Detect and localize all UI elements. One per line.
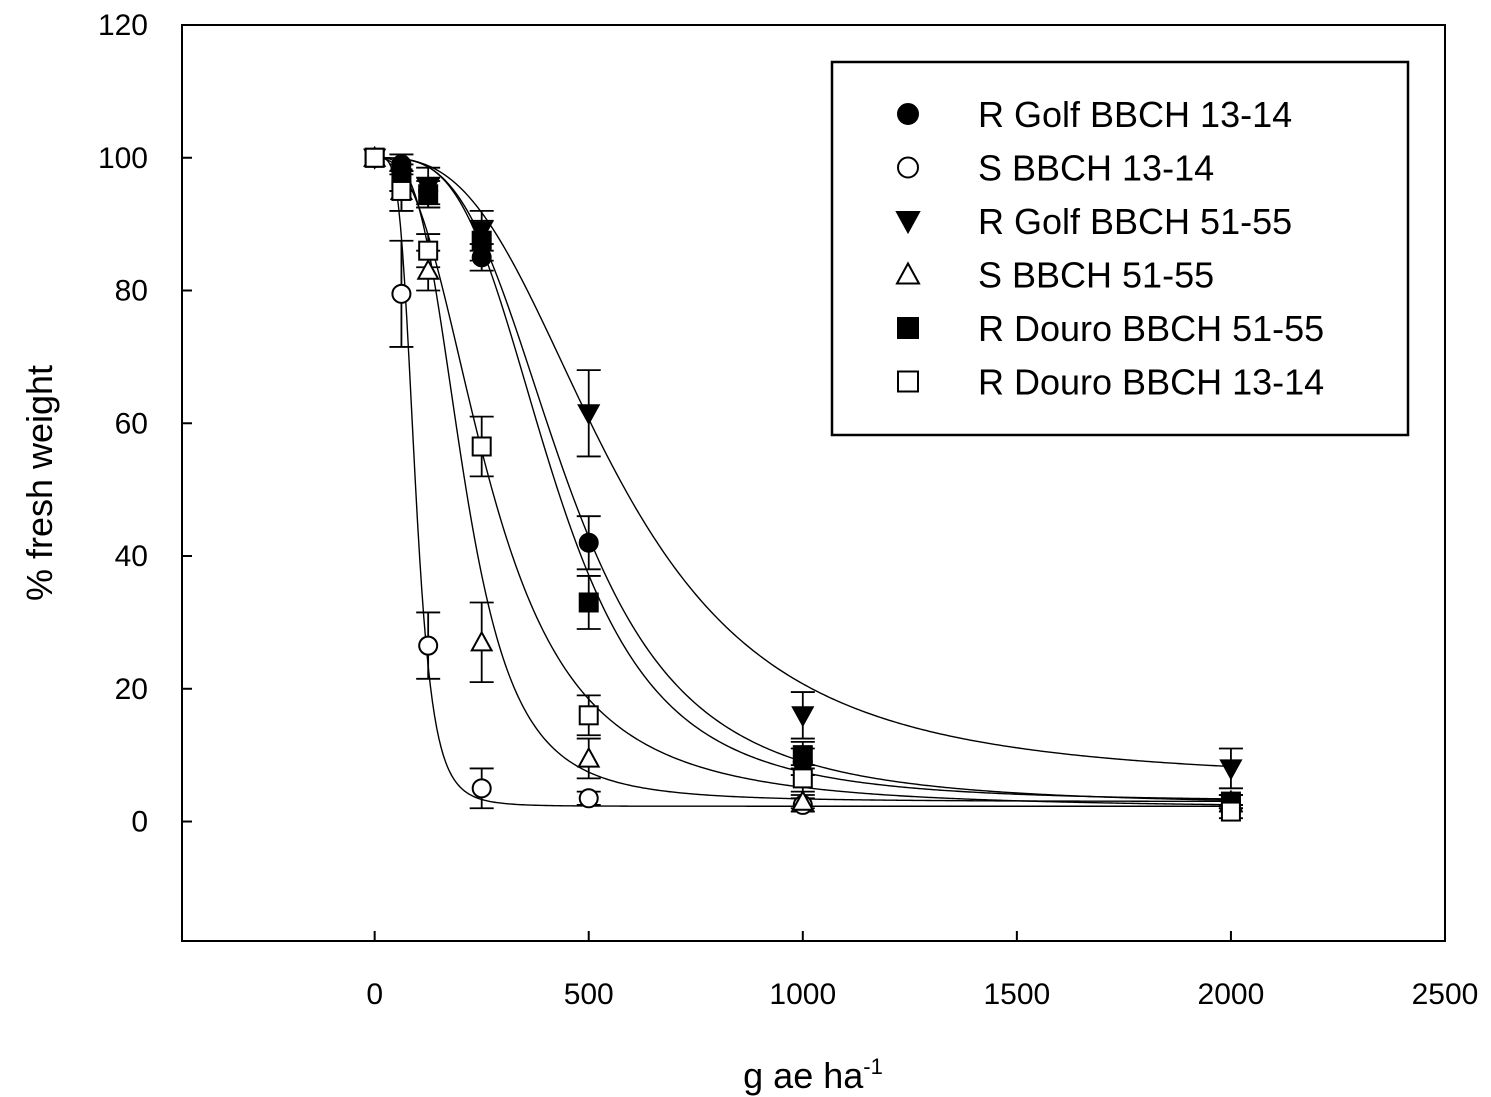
point-r-golf-bbch-51-55-500 [577, 404, 601, 426]
legend-marker-r-douro-bbch-51-55 [897, 317, 919, 339]
legend-label-r-golf-bbch-13-14: R Golf BBCH 13-14 [978, 94, 1292, 135]
x-tick-label-500: 500 [564, 978, 614, 1011]
x-axis-title-main: g ae ha [743, 1055, 864, 1096]
fit-curves [374, 157, 1231, 807]
point-r-golf-bbch-51-55-1000 [791, 706, 815, 728]
point-r-douro-bbch-13-14-1000 [792, 768, 813, 789]
point-s-bbch-51-55-500 [577, 746, 601, 768]
legend-item-r-golf-bbch-13-14: R Golf BBCH 13-14 [897, 94, 1292, 135]
legend-box [830, 60, 1410, 437]
fit-curve-r-golf-bbch-51-55 [374, 157, 1231, 768]
y-tick-label-80: 80 [115, 275, 148, 308]
x-tick-label-1000: 1000 [769, 978, 836, 1011]
legend-item-r-douro-bbch-51-55: R Douro BBCH 51-55 [897, 308, 1324, 349]
legend-label-r-douro-bbch-13-14: R Douro BBCH 13-14 [978, 362, 1324, 403]
point-r-douro-bbch-13-14-2000 [1220, 801, 1241, 822]
point-r-douro-bbch-13-14-500 [578, 705, 599, 726]
y-tick-label-120: 120 [98, 9, 148, 42]
y-tick-label-100: 100 [98, 142, 148, 175]
x-axis-title-superscript: -1 [863, 1054, 883, 1079]
point-r-douro-bbch-51-55-125 [418, 184, 439, 205]
legend-item-r-golf-bbch-51-55: R Golf BBCH 51-55 [895, 201, 1292, 242]
y-tick-label-40: 40 [115, 540, 148, 573]
legend-item-s-bbch-51-55: S BBCH 51-55 [895, 255, 1214, 296]
point-s-bbch-13-14-125 [418, 635, 439, 656]
data-markers [363, 145, 1243, 822]
y-axis-title: % fresh weight [19, 365, 60, 601]
legend-label-s-bbch-13-14: S BBCH 13-14 [978, 148, 1214, 189]
legend-marker-s-bbch-51-55 [895, 261, 921, 285]
point-s-bbch-51-55-250 [470, 630, 494, 652]
point-r-douro-bbch-13-14-250 [471, 436, 492, 457]
y-tick-label-0: 0 [131, 806, 148, 839]
y-tick-label-60: 60 [115, 407, 148, 440]
legend: R Golf BBCH 13-14 S BBCH 13-14 R Golf BBCH… [830, 60, 1410, 437]
point-r-douro-bbch-51-55-500 [578, 592, 599, 613]
legend-label-r-golf-bbch-51-55: R Golf BBCH 51-55 [978, 201, 1292, 242]
legend-label-s-bbch-51-55: S BBCH 51-55 [978, 255, 1214, 296]
point-s-bbch-51-55-125 [416, 258, 440, 280]
plot-frame [181, 24, 1446, 942]
y-tick-label-20: 20 [115, 673, 148, 706]
point-r-douro-bbch-13-14-125 [418, 240, 439, 261]
legend-marker-r-douro-bbch-13-14 [897, 370, 919, 393]
point-s-bbch-13-14-500 [578, 788, 599, 809]
legend-label-r-douro-bbch-51-55: R Douro BBCH 51-55 [978, 308, 1324, 349]
point-r-douro-bbch-51-55-1000 [792, 745, 813, 766]
point-r-golf-bbch-51-55-2000 [1219, 759, 1243, 781]
x-tick-label-2500: 2500 [1412, 978, 1479, 1011]
point-r-douro-bbch-13-14-62.5 [391, 180, 412, 201]
legend-item-r-douro-bbch-13-14: R Douro BBCH 13-14 [897, 362, 1324, 403]
legend-marker-s-bbch-13-14 [897, 156, 919, 179]
legend-item-s-bbch-13-14: S BBCH 13-14 [897, 148, 1214, 189]
point-r-douro-bbch-13-14-0 [364, 147, 385, 168]
point-s-bbch-13-14-250 [471, 778, 492, 799]
point-s-bbch-13-14-62.5 [391, 283, 412, 304]
point-r-golf-bbch-13-14-250 [471, 247, 492, 268]
x-tick-label-1500: 1500 [983, 978, 1050, 1011]
point-r-douro-bbch-51-55-250 [471, 230, 492, 251]
legend-marker-r-golf-bbch-51-55 [895, 211, 921, 235]
x-tick-label-0: 0 [366, 978, 383, 1011]
point-s-bbch-51-55-1000 [791, 789, 815, 811]
legend-marker-r-golf-bbch-13-14 [897, 103, 919, 125]
x-axis-title: g ae ha-1 [743, 1054, 883, 1096]
x-axis: 0 500 1000 1500 2000 2500 [366, 931, 1478, 1011]
point-r-golf-bbch-13-14-500 [578, 532, 599, 553]
x-tick-label-2000: 2000 [1198, 978, 1265, 1011]
y-axis: 0 20 40 60 80 100 120 [98, 9, 192, 839]
